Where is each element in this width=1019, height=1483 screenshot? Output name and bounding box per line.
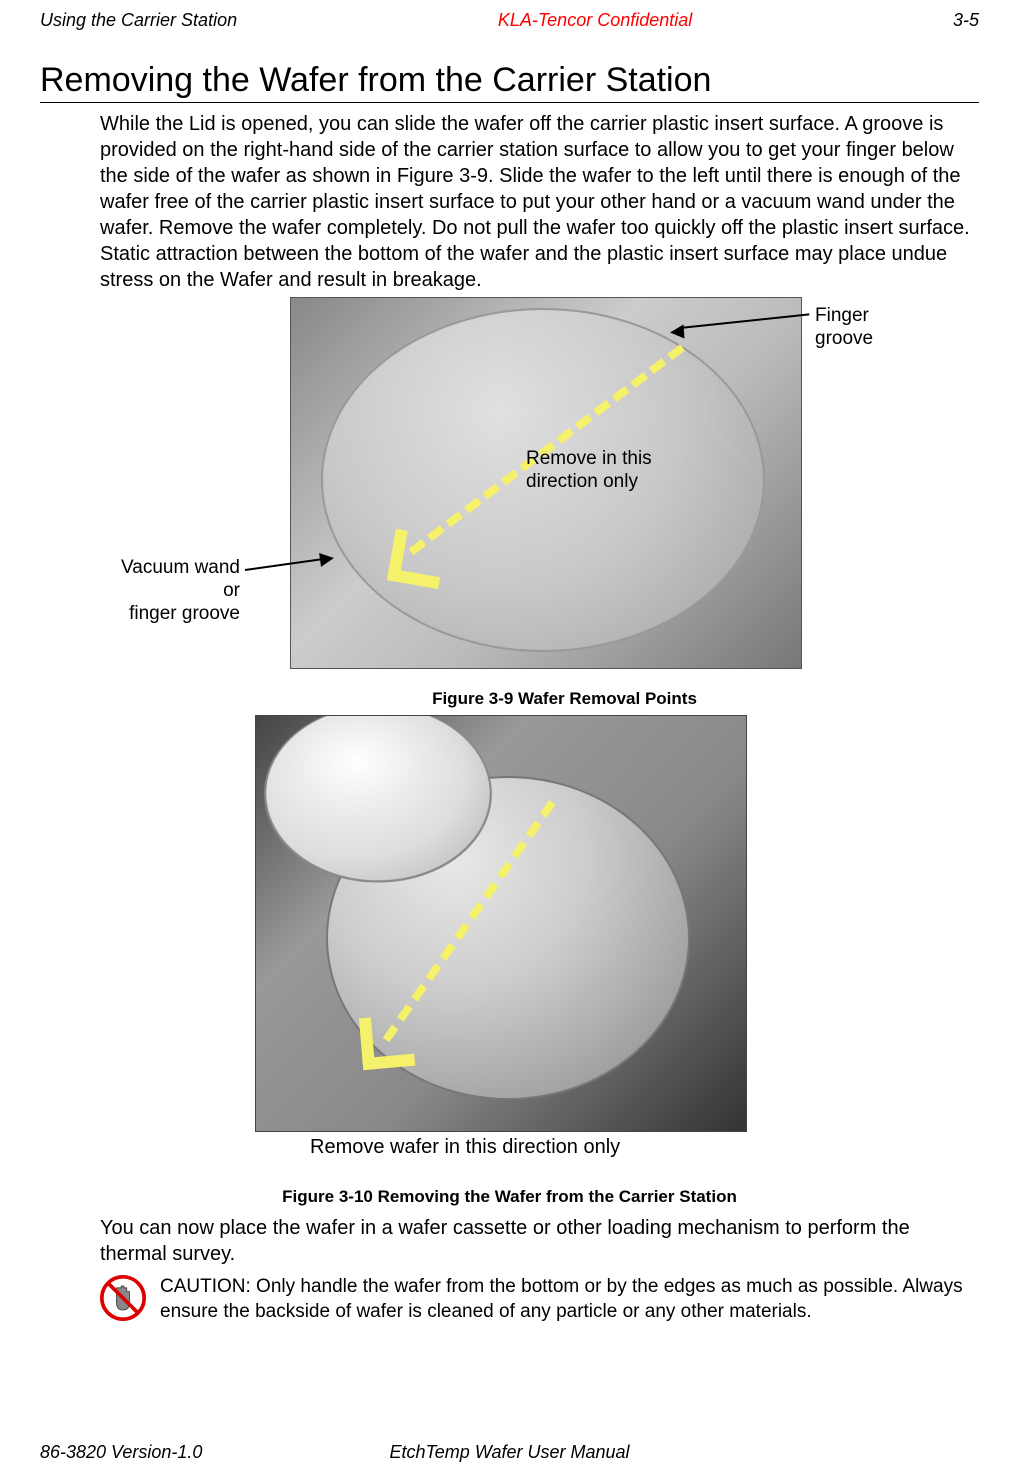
figure-3-10-caption: Figure 3-10 Removing the Wafer from the … — [40, 1187, 979, 1207]
paragraph-1: While the Lid is opened, you can slide t… — [100, 111, 979, 293]
figure-3-10-container: Remove wafer in this direction only — [40, 715, 979, 1185]
fig2-lid — [255, 715, 515, 883]
header-right: 3-5 — [953, 10, 979, 31]
fig1-left-arrow-head — [319, 551, 335, 567]
figure-3-9-container: Remove in this direction only Finger gro… — [40, 297, 979, 687]
section-title: Removing the Wafer from the Carrier Stat… — [40, 61, 979, 103]
fig1-callout-right: Finger groove — [815, 305, 873, 351]
fig1-callout-right-line1: Finger — [815, 305, 869, 326]
remove-direction-arrow-head — [387, 529, 447, 589]
figure-3-10-photo — [255, 715, 747, 1132]
fig1-overlay-line2: direction only — [526, 471, 638, 492]
page: Using the Carrier Station KLA-Tencor Con… — [0, 0, 1019, 1483]
header-center: KLA-Tencor Confidential — [498, 10, 692, 31]
fig2-arrow-head — [359, 1014, 415, 1070]
paragraph-2: You can now place the wafer in a wafer c… — [100, 1215, 979, 1267]
fig1-overlay-line1: Remove in this — [526, 448, 652, 469]
fig1-overlay-text: Remove in this direction only — [526, 448, 652, 494]
caution-text: CAUTION: Only handle the wafer from the … — [160, 1275, 979, 1324]
no-touch-icon — [100, 1275, 146, 1321]
fig1-callout-left-line3: finger groove — [129, 603, 240, 624]
fig1-callout-right-line2: groove — [815, 328, 873, 349]
fig1-callout-left: Vacuum wand or finger groove — [100, 557, 240, 625]
fig1-callout-left-line2: or — [223, 580, 240, 601]
fig1-right-arrow-head — [670, 325, 685, 340]
fig1-callout-left-line1: Vacuum wand — [121, 557, 240, 578]
page-header: Using the Carrier Station KLA-Tencor Con… — [40, 10, 979, 31]
caution-row: CAUTION: Only handle the wafer from the … — [100, 1275, 979, 1324]
page-footer: 86-3820 Version-1.0 EtchTemp Wafer User … — [40, 1442, 979, 1463]
fig2-overlay-below: Remove wafer in this direction only — [310, 1135, 620, 1159]
figure-3-9-photo: Remove in this direction only — [290, 297, 802, 669]
header-left: Using the Carrier Station — [40, 10, 237, 31]
figure-3-9-caption: Figure 3-9 Wafer Removal Points — [150, 689, 979, 709]
footer-left: 86-3820 Version-1.0 — [40, 1442, 202, 1463]
